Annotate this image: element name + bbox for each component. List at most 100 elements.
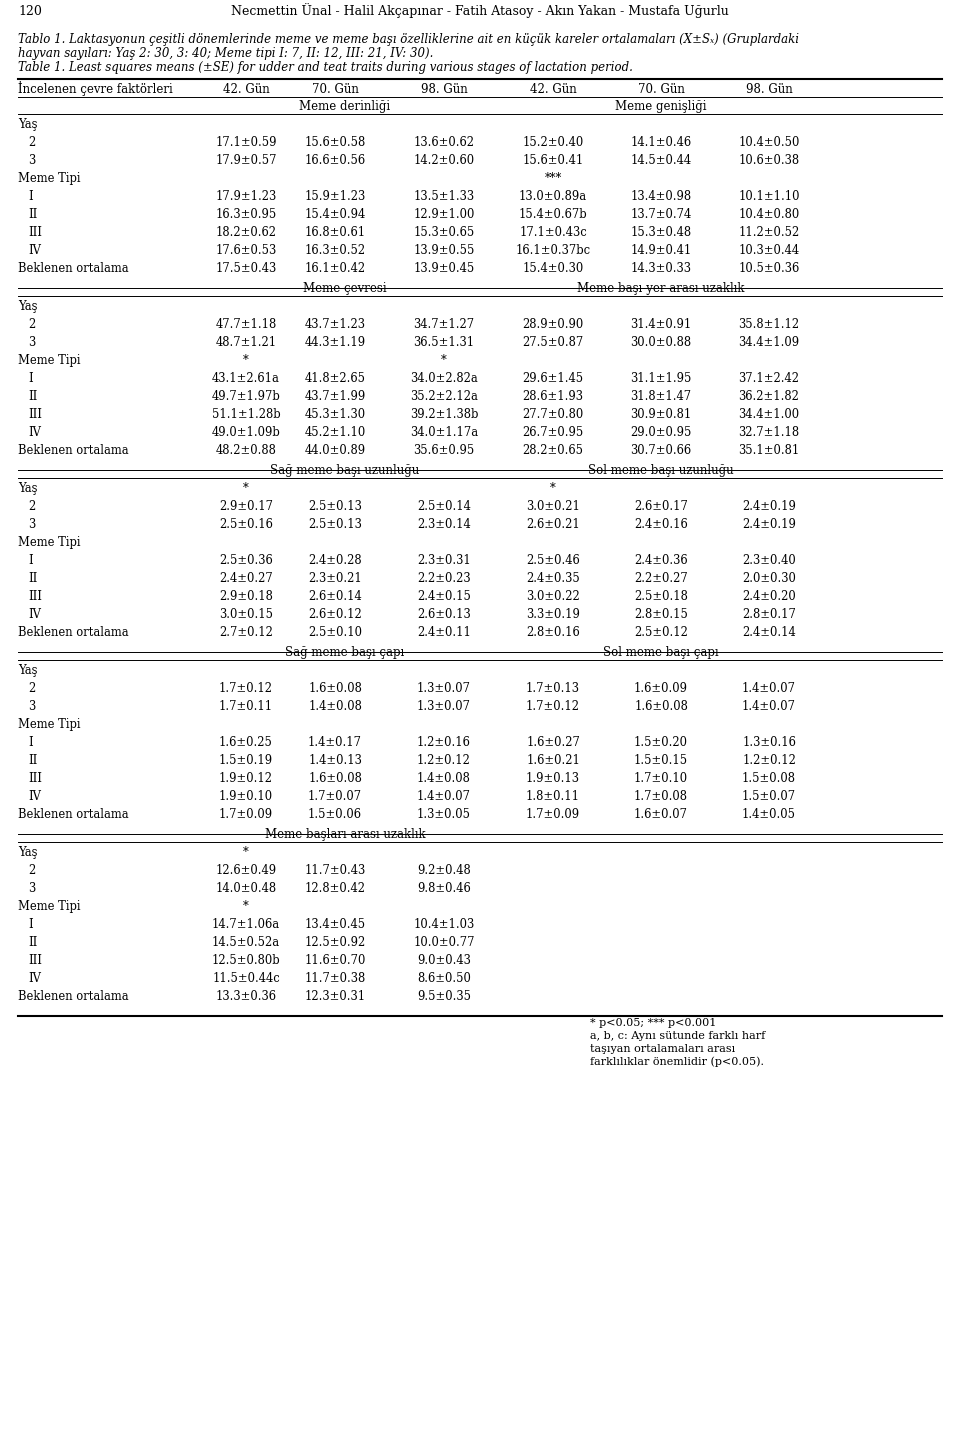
Text: Meme başları arası uzaklık: Meme başları arası uzaklık xyxy=(265,829,425,842)
Text: 17.1±0.43c: 17.1±0.43c xyxy=(519,226,587,239)
Text: 1.4±0.05: 1.4±0.05 xyxy=(742,808,796,821)
Text: 2.5±0.10: 2.5±0.10 xyxy=(308,625,362,638)
Text: 43.7±1.23: 43.7±1.23 xyxy=(304,318,366,331)
Text: III: III xyxy=(28,772,42,785)
Text: 2.4±0.27: 2.4±0.27 xyxy=(219,572,273,585)
Text: 2: 2 xyxy=(28,318,36,331)
Text: I: I xyxy=(28,918,33,932)
Text: 2.9±0.17: 2.9±0.17 xyxy=(219,501,273,514)
Text: 15.6±0.58: 15.6±0.58 xyxy=(304,136,366,149)
Text: 1.5±0.06: 1.5±0.06 xyxy=(308,808,362,821)
Text: 13.6±0.62: 13.6±0.62 xyxy=(414,136,474,149)
Text: 12.6±0.49: 12.6±0.49 xyxy=(215,863,276,876)
Text: 1.2±0.12: 1.2±0.12 xyxy=(742,755,796,768)
Text: 11.2±0.52: 11.2±0.52 xyxy=(738,226,800,239)
Text: 3: 3 xyxy=(28,154,36,167)
Text: 10.4±0.50: 10.4±0.50 xyxy=(738,136,800,149)
Text: *: * xyxy=(243,846,249,859)
Text: 27.5±0.87: 27.5±0.87 xyxy=(522,337,584,350)
Text: 120: 120 xyxy=(18,4,42,17)
Text: 51.1±1.28b: 51.1±1.28b xyxy=(212,408,280,421)
Text: 17.6±0.53: 17.6±0.53 xyxy=(215,244,276,257)
Text: 28.6±1.93: 28.6±1.93 xyxy=(522,390,584,403)
Text: 2.6±0.17: 2.6±0.17 xyxy=(634,501,688,514)
Text: 2.8±0.16: 2.8±0.16 xyxy=(526,625,580,638)
Text: Meme başı-yer arası uzaklık: Meme başı-yer arası uzaklık xyxy=(577,281,745,295)
Text: 1.5±0.07: 1.5±0.07 xyxy=(742,789,796,802)
Text: 13.9±0.55: 13.9±0.55 xyxy=(414,244,474,257)
Text: 2.4±0.28: 2.4±0.28 xyxy=(308,554,362,567)
Text: 2.5±0.13: 2.5±0.13 xyxy=(308,501,362,514)
Text: 32.7±1.18: 32.7±1.18 xyxy=(738,427,800,440)
Text: 1.6±0.08: 1.6±0.08 xyxy=(308,772,362,785)
Text: 1.7±0.13: 1.7±0.13 xyxy=(526,682,580,695)
Text: 1.2±0.12: 1.2±0.12 xyxy=(417,755,471,768)
Text: 10.4±1.03: 10.4±1.03 xyxy=(414,918,474,932)
Text: Sol meme başı çapı: Sol meme başı çapı xyxy=(603,646,719,659)
Text: 30.7±0.66: 30.7±0.66 xyxy=(631,444,691,457)
Text: 1.3±0.16: 1.3±0.16 xyxy=(742,736,796,749)
Text: 2.6±0.13: 2.6±0.13 xyxy=(418,608,470,621)
Text: Beklenen ortalama: Beklenen ortalama xyxy=(18,990,129,1003)
Text: Beklenen ortalama: Beklenen ortalama xyxy=(18,444,129,457)
Text: 34.4±1.09: 34.4±1.09 xyxy=(738,337,800,350)
Text: 1.7±0.08: 1.7±0.08 xyxy=(634,789,688,802)
Text: 48.7±1.21: 48.7±1.21 xyxy=(215,337,276,350)
Text: *: * xyxy=(243,482,249,495)
Text: a, b, c: Aynı sütunde farklı harf: a, b, c: Aynı sütunde farklı harf xyxy=(590,1032,765,1040)
Text: 14.9±0.41: 14.9±0.41 xyxy=(631,244,691,257)
Text: Sol meme başı uzunluğu: Sol meme başı uzunluğu xyxy=(588,464,733,477)
Text: 14.0±0.48: 14.0±0.48 xyxy=(215,882,276,895)
Text: 16.8±0.61: 16.8±0.61 xyxy=(304,226,366,239)
Text: Yaş: Yaş xyxy=(18,665,37,678)
Text: 2.5±0.14: 2.5±0.14 xyxy=(417,501,471,514)
Text: 1.7±0.07: 1.7±0.07 xyxy=(308,789,362,802)
Text: 2.5±0.36: 2.5±0.36 xyxy=(219,554,273,567)
Text: III: III xyxy=(28,408,42,421)
Text: Tablo 1. Laktasyonun çeşitli dönemlerinde meme ve meme başı özelliklerine ait en: Tablo 1. Laktasyonun çeşitli dönemlerind… xyxy=(18,33,799,46)
Text: Table 1. Least squares means (±SE) for udder and teat traits during various stag: Table 1. Least squares means (±SE) for u… xyxy=(18,61,633,74)
Text: taşıyan ortalamaları arası: taşıyan ortalamaları arası xyxy=(590,1045,735,1053)
Text: 1.6±0.08: 1.6±0.08 xyxy=(308,682,362,695)
Text: 10.1±1.10: 10.1±1.10 xyxy=(738,190,800,203)
Text: 2.3±0.40: 2.3±0.40 xyxy=(742,554,796,567)
Text: 2.3±0.21: 2.3±0.21 xyxy=(308,572,362,585)
Text: 2.2±0.23: 2.2±0.23 xyxy=(418,572,470,585)
Text: 1.6±0.07: 1.6±0.07 xyxy=(634,808,688,821)
Text: 16.1±0.42: 16.1±0.42 xyxy=(304,263,366,276)
Text: III: III xyxy=(28,591,42,604)
Text: 1.5±0.15: 1.5±0.15 xyxy=(634,755,688,768)
Text: 2.4±0.36: 2.4±0.36 xyxy=(635,554,687,567)
Text: Yaş: Yaş xyxy=(18,118,37,131)
Text: 14.5±0.52a: 14.5±0.52a xyxy=(212,936,280,949)
Text: Yaş: Yaş xyxy=(18,846,37,859)
Text: Yaş: Yaş xyxy=(18,300,37,313)
Text: Meme Tipi: Meme Tipi xyxy=(18,173,81,184)
Text: 17.5±0.43: 17.5±0.43 xyxy=(215,263,276,276)
Text: 1.6±0.25: 1.6±0.25 xyxy=(219,736,273,749)
Text: 16.3±0.52: 16.3±0.52 xyxy=(304,244,366,257)
Text: Meme çevresi: Meme çevresi xyxy=(303,281,387,295)
Text: 1.4±0.17: 1.4±0.17 xyxy=(308,736,362,749)
Text: 2: 2 xyxy=(28,501,36,514)
Text: 35.1±0.81: 35.1±0.81 xyxy=(738,444,800,457)
Text: 11.7±0.38: 11.7±0.38 xyxy=(304,972,366,985)
Text: 15.4±0.94: 15.4±0.94 xyxy=(304,207,366,221)
Text: 14.7±1.06a: 14.7±1.06a xyxy=(212,918,280,932)
Text: IV: IV xyxy=(28,972,41,985)
Text: III: III xyxy=(28,953,42,966)
Text: 35.6±0.95: 35.6±0.95 xyxy=(414,444,474,457)
Text: 49.0±1.09b: 49.0±1.09b xyxy=(211,427,280,440)
Text: 2.5±0.12: 2.5±0.12 xyxy=(634,625,688,638)
Text: 98. Gün: 98. Gün xyxy=(420,83,468,96)
Text: 2.5±0.18: 2.5±0.18 xyxy=(634,591,688,604)
Text: 1.3±0.05: 1.3±0.05 xyxy=(417,808,471,821)
Text: 39.2±1.38b: 39.2±1.38b xyxy=(410,408,478,421)
Text: *: * xyxy=(243,354,249,367)
Text: 17.9±1.23: 17.9±1.23 xyxy=(215,190,276,203)
Text: 41.8±2.65: 41.8±2.65 xyxy=(304,371,366,385)
Text: 98. Gün: 98. Gün xyxy=(746,83,792,96)
Text: İncelenen çevre faktörleri: İncelenen çevre faktörleri xyxy=(18,81,173,96)
Text: II: II xyxy=(28,936,37,949)
Text: 3: 3 xyxy=(28,882,36,895)
